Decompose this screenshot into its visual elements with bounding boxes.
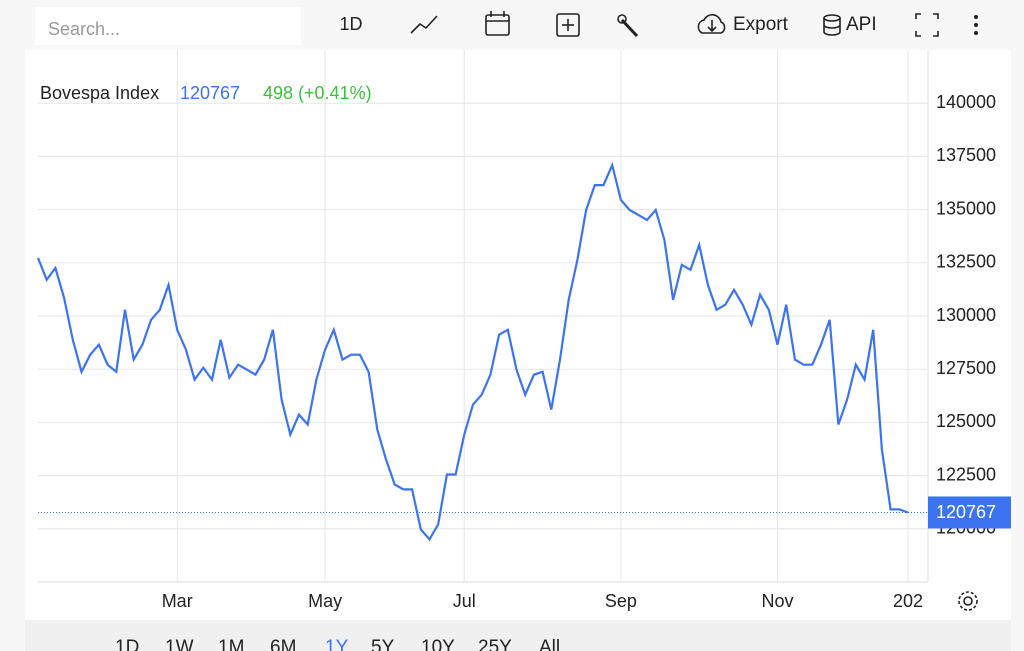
range-button[interactable]: 6M xyxy=(270,637,296,651)
range-button[interactable]: 10Y xyxy=(421,637,455,651)
range-button[interactable]: 1M xyxy=(218,637,244,651)
y-tick-label: 125000 xyxy=(936,411,996,431)
price-change: 498 (+0.41%) xyxy=(263,83,372,103)
range-button[interactable]: 1D xyxy=(115,637,139,651)
chart-type-icon[interactable] xyxy=(410,15,438,34)
calendar-icon[interactable] xyxy=(485,11,510,36)
x-tick-label: 202 xyxy=(893,591,923,611)
y-tick-label: 132500 xyxy=(936,252,996,272)
search-box[interactable] xyxy=(35,7,301,45)
range-bar xyxy=(25,620,1011,651)
wrench-icon[interactable] xyxy=(617,14,639,38)
range-button[interactable]: 1Y xyxy=(325,637,349,651)
api-button[interactable]: API xyxy=(846,14,877,35)
range-button[interactable]: 25Y xyxy=(478,637,512,651)
export-icon[interactable] xyxy=(697,14,726,34)
interval-button[interactable]: 1D xyxy=(339,14,362,34)
menu-icon[interactable] xyxy=(974,15,978,35)
x-tick-label: Mar xyxy=(162,591,193,611)
y-tick-label: 130000 xyxy=(936,305,996,325)
x-tick-label: Jul xyxy=(453,591,476,611)
last-price: 120767 xyxy=(180,83,240,103)
database-icon[interactable] xyxy=(823,14,841,36)
y-tick-label: 122500 xyxy=(936,464,996,484)
search-placeholder: Search... xyxy=(48,19,120,39)
settings-icon[interactable] xyxy=(958,591,978,611)
y-tick-label: 135000 xyxy=(936,198,996,218)
x-tick-label: Sep xyxy=(605,591,637,611)
last-price-box xyxy=(928,496,1011,529)
export-button[interactable]: Export xyxy=(733,14,789,35)
add-indicator-icon[interactable] xyxy=(556,13,580,37)
y-tick-label: 137500 xyxy=(936,145,996,165)
x-tick-label: May xyxy=(308,591,342,611)
range-button[interactable]: 5Y xyxy=(371,637,395,651)
y-tick-label: 127500 xyxy=(936,358,996,378)
last-price-label: 120767 xyxy=(936,502,996,522)
x-tick-label: Nov xyxy=(761,591,793,611)
chart-title: Bovespa Index xyxy=(40,83,159,103)
range-button[interactable]: All xyxy=(539,637,560,651)
chart-panel xyxy=(25,50,1011,620)
y-tick-label: 140000 xyxy=(936,92,996,112)
fullscreen-icon[interactable] xyxy=(915,13,939,37)
price-line xyxy=(36,161,909,542)
range-button[interactable]: 1W xyxy=(165,637,194,651)
